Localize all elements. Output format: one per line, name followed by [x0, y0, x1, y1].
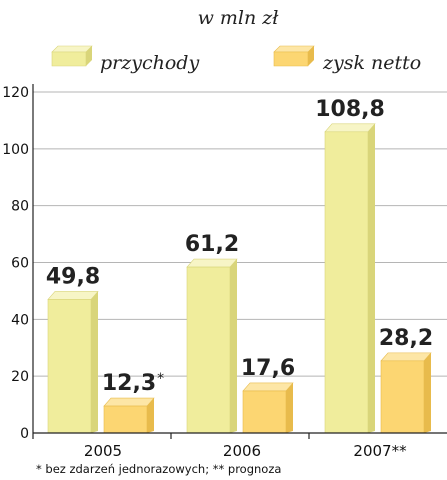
legend-label: przychody — [100, 52, 199, 74]
y-tick-label: 120 — [2, 85, 29, 101]
y-tick-label: 0 — [20, 426, 29, 442]
y-tick-label: 80 — [11, 199, 29, 215]
x-tick-label: 2007** — [353, 442, 407, 460]
bar-zysk-netto-2006 — [242, 382, 294, 434]
y-tick-label: 20 — [11, 369, 29, 385]
value-label: 61,2 — [185, 232, 239, 257]
bar-przychody-2006 — [186, 258, 238, 434]
footnote: * bez zdarzeń jednorazowych; ** prognoza — [36, 462, 281, 476]
bar-przychody-2005 — [47, 291, 99, 434]
x-axis: 2005 2006 2007** — [32, 432, 447, 460]
x-tick-label: 2006 — [223, 442, 261, 460]
unit-label: w mln zł — [198, 7, 280, 29]
value-label: 108,8 — [315, 97, 385, 122]
legend-item-2: zysk netto — [273, 45, 421, 74]
value-labels: 49,8 12,3 * 61,2 17,6 108,8 28,2 — [46, 97, 433, 396]
bar-przychody-2007 — [324, 123, 376, 434]
value-label: 12,3 — [102, 371, 156, 396]
y-axis: 0 20 40 60 80 100 120 — [2, 84, 34, 442]
legend-swatch — [273, 45, 315, 67]
value-label: 49,8 — [46, 264, 100, 289]
value-label-mark: * — [157, 371, 164, 387]
bar-zysk-netto-2007 — [380, 352, 432, 434]
legend-item-1: przychody — [51, 45, 199, 74]
value-label: 28,2 — [379, 326, 433, 351]
legend-label: zysk netto — [322, 52, 421, 74]
x-tick-label: 2005 — [84, 442, 122, 460]
y-tick-label: 100 — [2, 142, 29, 158]
legend-swatch — [51, 45, 93, 67]
y-tick-label: 60 — [11, 256, 29, 272]
y-tick-label: 40 — [11, 312, 29, 328]
bar-zysk-netto-2005 — [103, 397, 155, 434]
bars — [47, 123, 432, 434]
value-label: 17,6 — [241, 356, 295, 381]
legend: przychody zysk netto — [51, 45, 421, 74]
